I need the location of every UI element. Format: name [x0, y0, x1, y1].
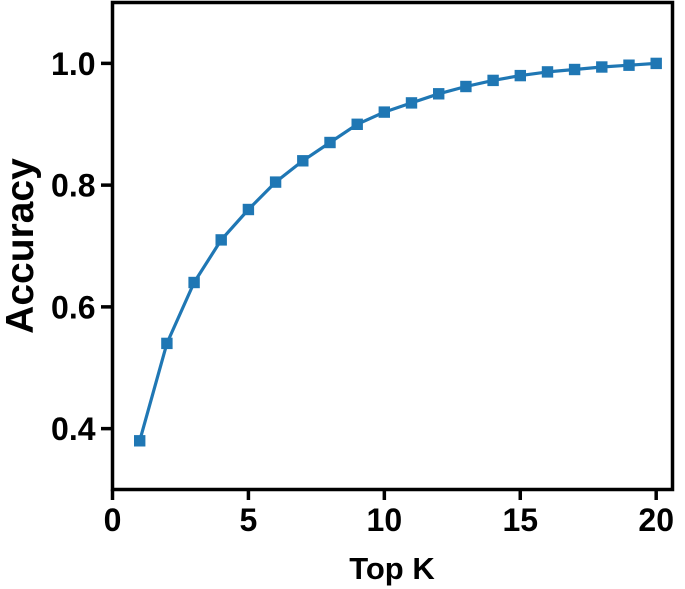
- y-axis-ticks: 0.4 0.6 0.8 1.0: [51, 46, 113, 447]
- data-point-marker: [215, 234, 227, 246]
- data-series-line: [138, 61, 658, 443]
- data-point-marker: [242, 203, 255, 216]
- data-point-marker: [568, 63, 581, 76]
- y-axis-label: Accuracy: [0, 158, 42, 334]
- data-point-marker: [269, 176, 282, 188]
- data-point-marker: [297, 155, 309, 167]
- x-axis-label: Top K: [349, 551, 435, 586]
- data-point-marker: [623, 59, 635, 71]
- x-tick-label: 0: [104, 502, 122, 538]
- y-tick-label: 0.6: [51, 289, 95, 325]
- data-point-marker: [324, 136, 336, 149]
- y-tick-label: 0.8: [51, 168, 95, 204]
- y-tick-label: 0.4: [51, 411, 96, 447]
- x-axis-ticks: 0 5 10 15 20: [104, 489, 674, 538]
- x-tick-label: 10: [367, 502, 403, 538]
- plot-area-border: [110, 0, 675, 492]
- data-point-marker: [405, 97, 418, 109]
- x-tick-label: 5: [240, 502, 258, 538]
- data-series: [134, 57, 662, 447]
- data-point-marker: [487, 74, 499, 87]
- data-point-marker: [134, 435, 146, 447]
- y-tick-label: 1.0: [51, 46, 95, 82]
- data-point-marker: [541, 66, 554, 78]
- x-tick-label: 15: [502, 502, 538, 538]
- data-point-marker: [596, 61, 608, 73]
- data-point-marker: [514, 69, 526, 82]
- data-point-marker: [433, 88, 445, 100]
- data-point-marker: [188, 276, 200, 289]
- data-point-marker: [161, 337, 173, 350]
- x-tick-label: 20: [638, 502, 674, 538]
- data-point-marker: [351, 118, 363, 130]
- data-point-marker: [460, 80, 472, 93]
- data-point-marker: [378, 106, 390, 118]
- data-point-marker: [650, 57, 662, 70]
